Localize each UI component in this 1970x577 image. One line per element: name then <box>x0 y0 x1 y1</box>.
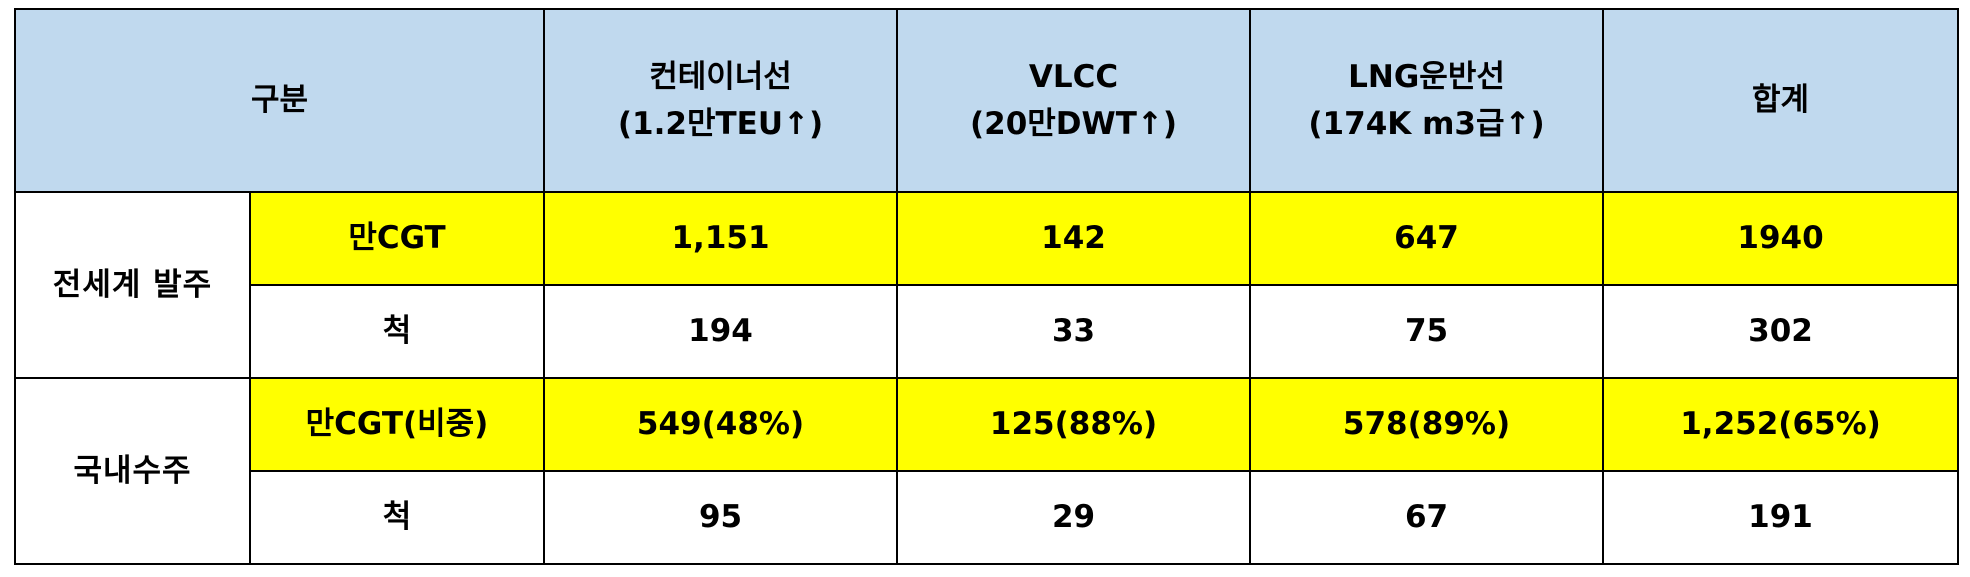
table-row: 척 194 33 75 302 <box>15 284 1960 379</box>
header-container-ship: 컨테이너선 (1.2만TEU↑) <box>543 8 899 193</box>
table-row: 전세계 발주 만CGT 1,151 142 647 1940 <box>14 191 1960 379</box>
header-col-title: LNG운반선 <box>1348 58 1505 95</box>
header-col-title: 컨테이너선 <box>649 58 792 95</box>
table-cell: 194 <box>543 284 899 379</box>
table-cell: 95 <box>543 470 899 565</box>
header-vlcc: VLCC (20만DWT↑) <box>896 8 1252 193</box>
table-row: 국내수주 만CGT(비중) 549(48%) 125(88%) 578(89%)… <box>14 377 1960 565</box>
orders-table: 구분 컨테이너선 (1.2만TEU↑) VLCC (20만DWT↑) LNG운반… <box>13 8 1960 565</box>
header-col-subtitle: (174K m3급↑) <box>1308 105 1545 142</box>
header-col-subtitle: (1.2만TEU↑) <box>617 105 824 142</box>
header-col-title: VLCC <box>1028 58 1119 95</box>
table-cell: 302 <box>1602 284 1960 379</box>
header-row: 구분 컨테이너선 (1.2만TEU↑) VLCC (20만DWT↑) LNG운반… <box>13 8 1960 193</box>
table-cell: 549(48%) <box>543 377 899 472</box>
table-cell: 29 <box>896 470 1252 565</box>
table-cell: 142 <box>896 191 1252 286</box>
table-row: 척 95 29 67 191 <box>15 470 1960 565</box>
table-cell: 191 <box>1602 470 1960 565</box>
header-category-label: 구분 <box>250 82 309 119</box>
header-category: 구분 <box>13 8 546 193</box>
header-col-subtitle: (20만DWT↑) <box>969 105 1178 142</box>
table-cell: 75 <box>1249 284 1605 379</box>
unit-label: 만CGT <box>248 191 546 286</box>
unit-label: 척 <box>248 284 546 379</box>
table-cell: 1,151 <box>543 191 899 286</box>
header-total: 합계 <box>1602 8 1960 193</box>
group-label-domestic-orders: 국내수주 <box>14 377 251 565</box>
unit-label: 만CGT(비중) <box>248 377 546 472</box>
table-cell: 33 <box>896 284 1252 379</box>
header-lng-carrier: LNG운반선 (174K m3급↑) <box>1249 8 1605 193</box>
header-col-title: 합계 <box>1751 82 1810 119</box>
unit-label: 척 <box>248 470 546 565</box>
table-cell: 125(88%) <box>896 377 1252 472</box>
table-cell: 67 <box>1249 470 1605 565</box>
table-cell: 578(89%) <box>1249 377 1605 472</box>
group-label-global-orders: 전세계 발주 <box>14 191 251 379</box>
table-cell: 1,252(65%) <box>1602 377 1960 472</box>
table-cell: 647 <box>1249 191 1605 286</box>
table-cell: 1940 <box>1602 191 1960 286</box>
